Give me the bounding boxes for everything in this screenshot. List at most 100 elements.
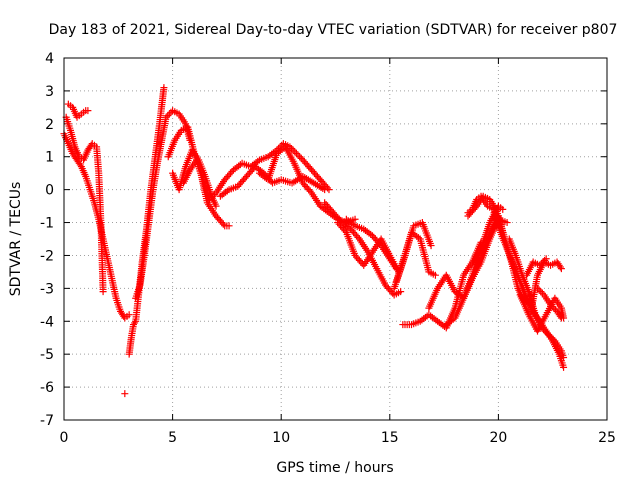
x-tick-label: 5: [168, 430, 177, 446]
series-arc-3: [64, 100, 92, 121]
x-tick-label: 15: [381, 430, 399, 446]
data-point: [121, 390, 129, 398]
data-point: [557, 314, 565, 322]
data-point: [543, 329, 551, 337]
data-point: [397, 288, 405, 296]
data-point: [351, 215, 359, 223]
series-arc-11: [321, 199, 405, 299]
data-point: [548, 334, 556, 342]
data-point: [131, 319, 139, 327]
series-arc-2: [62, 113, 107, 296]
data-point: [503, 219, 511, 227]
y-tick-label: -3: [40, 281, 54, 297]
data-point: [294, 151, 302, 159]
data-point: [533, 284, 541, 292]
y-tick-label: -2: [40, 248, 54, 264]
data-point: [206, 196, 214, 204]
data-point: [297, 154, 305, 162]
data-point: [550, 304, 558, 312]
data-point: [76, 161, 84, 169]
series-arc-26: [533, 284, 565, 322]
y-tick-label: -6: [40, 380, 54, 396]
data-point: [354, 233, 362, 241]
y-tick-label: 2: [45, 117, 54, 133]
data-point: [341, 227, 349, 235]
data-point: [431, 271, 439, 279]
data-point: [225, 222, 233, 230]
data-point: [542, 255, 550, 263]
series-arc-25: [523, 255, 550, 279]
y-axis-label: SDTVAR / TECUs: [8, 182, 24, 297]
series-arc-5: [132, 107, 194, 302]
y-tick-label: -4: [40, 314, 54, 330]
y-tick-label: 0: [45, 183, 54, 199]
data-point: [557, 265, 565, 273]
data-point: [321, 186, 329, 194]
data-point: [162, 113, 170, 121]
y-tick-label: 3: [45, 84, 54, 100]
data-point: [219, 220, 227, 228]
x-tick-label: 0: [60, 430, 69, 446]
data-point: [537, 260, 545, 268]
data-point: [306, 187, 314, 195]
data-point: [292, 149, 300, 157]
data-point: [164, 112, 172, 120]
data-point: [289, 146, 297, 154]
data-point: [291, 148, 299, 156]
data-point: [125, 311, 133, 319]
data-point: [499, 205, 507, 213]
series-arc-15: [392, 219, 435, 286]
chart-title: Day 183 of 2021, Sidereal Day-to-day VTE…: [49, 22, 618, 38]
y-tick-label: -7: [40, 413, 54, 429]
y-tick-label: -5: [40, 347, 54, 363]
data-point: [546, 332, 554, 340]
series-arc-14: [390, 228, 439, 292]
series-outlier: [121, 390, 129, 398]
data-point: [376, 240, 384, 248]
series-arc-13: [342, 215, 400, 273]
data-point: [539, 258, 547, 266]
plot-frame: [63, 57, 608, 421]
data-point: [427, 242, 435, 250]
y-tick-label: 4: [45, 51, 54, 67]
data-point: [544, 330, 552, 338]
x-axis-label: GPS time / hours: [276, 460, 393, 476]
x-tick-label: 25: [598, 430, 616, 446]
data-point: [547, 301, 555, 309]
data-point: [556, 263, 564, 271]
data-points: [60, 84, 568, 398]
data-point: [537, 288, 545, 296]
data-point: [548, 302, 556, 310]
series-arc-27: [464, 192, 502, 223]
series-arc-7: [169, 146, 220, 210]
data-point: [84, 107, 92, 115]
data-point: [549, 335, 557, 343]
series-arc-1: [60, 130, 133, 322]
y-tick-label: 1: [45, 150, 54, 166]
data-point: [212, 202, 220, 210]
data-point: [560, 363, 568, 371]
data-point: [535, 286, 543, 294]
x-tick-label: 10: [272, 430, 290, 446]
x-tick-label: 20: [489, 430, 507, 446]
data-point: [228, 168, 236, 176]
data-point: [560, 353, 568, 361]
series-arc-8: [179, 140, 333, 204]
data-point: [209, 192, 217, 200]
series-arc-23: [516, 291, 568, 335]
data-point: [207, 194, 215, 202]
y-tick-label: -1: [40, 216, 54, 232]
data-point: [536, 261, 544, 269]
data-point: [556, 312, 564, 320]
data-point: [296, 153, 304, 161]
data-point: [210, 191, 218, 199]
tick-labels: 0 5 10 15 20 25 -7 -6 -5 -4 -3 -2 -1 0 1 2 3 4: [40, 51, 616, 446]
data-point: [165, 110, 173, 118]
data-point: [538, 289, 546, 297]
data-point: [160, 84, 168, 92]
data-point: [99, 288, 107, 296]
data-point: [494, 215, 502, 223]
data-point: [541, 327, 549, 335]
data-point: [541, 256, 549, 264]
